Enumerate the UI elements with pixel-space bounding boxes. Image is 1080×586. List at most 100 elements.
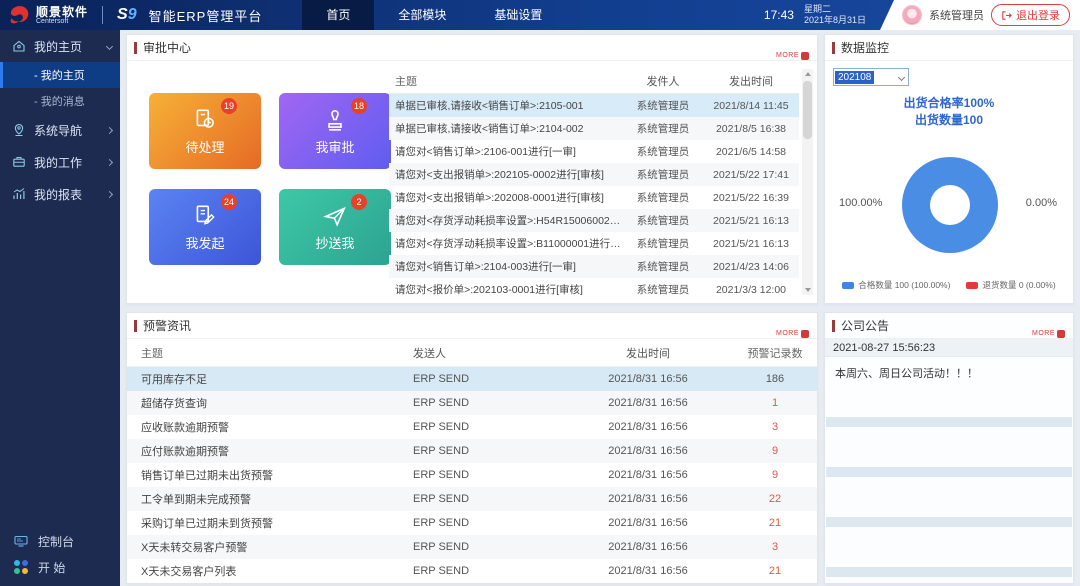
alerts-table: 主题 发送人 发出时间 预警记录数 可用库存不足 ERP SEND 2021/8/3… [127, 339, 817, 583]
scroll-down-icon[interactable] [804, 288, 811, 292]
tile-pending[interactable]: 19 待处理 [149, 93, 261, 169]
user-area: 系统管理员 退出登录 [880, 0, 1080, 30]
chart-legend: 合格数量 100 (100.00%) 退货数量 0 (0.00%) [825, 279, 1073, 291]
more-icon [801, 52, 809, 60]
start-icon [14, 560, 28, 574]
alert-row[interactable]: 应收账款逾期预警 ERP SEND 2021/8/31 16:56 3 [141, 421, 779, 434]
app-logo: 顺景软件 Centersoft S9 智能ERP管理平台 [0, 4, 262, 26]
data-monitor-panel: 数据监控 202108 出货合格率100% 出货数量100 100.00% 0.… [824, 34, 1074, 304]
logout-icon [1002, 10, 1012, 20]
scrollbar-thumb[interactable] [803, 81, 812, 139]
donut-chart [902, 157, 998, 253]
sidebar: 我的主页 - 我的主页 - 我的消息 系统导航 我的工作 我的报表 控制台 开 … [0, 30, 120, 586]
approval-table: 主题 发件人 发出时间 单据已审核,请接收<销售订单>:2105-001 系统管理… [389, 69, 799, 297]
sidebar-item-my-reports[interactable]: 我的报表 [0, 178, 120, 210]
nav-tab-home[interactable]: 首页 [302, 0, 375, 30]
logout-button[interactable]: 退出登录 [991, 4, 1070, 26]
approval-row[interactable]: 请您对<报价单>:202103-0001进行[审核] 系统管理员 2021/3/3 … [395, 283, 787, 297]
alert-row[interactable]: 采购订单已过期未到货预警 ERP SEND 2021/8/31 16:56 21 [141, 517, 782, 530]
scroll-up-icon[interactable] [804, 72, 811, 76]
chevron-down-icon [105, 42, 114, 50]
sidebar-subitem-my-home[interactable]: - 我的主页 [0, 62, 120, 88]
briefcase-icon [13, 157, 25, 167]
approval-scrollbar[interactable] [802, 69, 813, 295]
approval-row[interactable]: 请您对<销售订单>:2104-003进行[一审] 系统管理员 2021/4/23 1… [389, 255, 799, 278]
alert-row[interactable]: 应付账款逾期预警 ERP SEND 2021/8/31 16:56 9 [127, 439, 817, 463]
cc-count-badge: 2 [351, 194, 367, 210]
legend-item-returned[interactable]: 退货数量 0 (0.00%) [966, 279, 1056, 291]
nav-tab-base-settings[interactable]: 基础设置 [494, 8, 543, 22]
announcement-date: 2021-08-27 15:56:23 [825, 339, 1073, 357]
monitor-panel-title: 数据监控 [825, 35, 1073, 61]
console-button[interactable]: 控制台 [0, 528, 120, 554]
alert-row[interactable]: X天未转交易客户预警 ERP SEND 2021/8/31 16:56 3 [127, 535, 817, 559]
legend-item-qualified[interactable]: 合格数量 100 (100.00%) [842, 279, 950, 291]
announcement-empty-rows [826, 417, 1072, 581]
announcements-more-button[interactable]: MORE [1032, 321, 1065, 347]
tile-my-approvals[interactable]: 18 我审批 [279, 93, 391, 169]
sidebar-item-my-work[interactable]: 我的工作 [0, 146, 120, 178]
username: 系统管理员 [929, 10, 984, 22]
pending-count-badge: 19 [220, 98, 237, 114]
console-icon [14, 535, 28, 547]
approval-row[interactable]: 单据已审核,请接收<销售订单>:2105-001 系统管理员 2021/8/14 1… [389, 94, 799, 117]
period-select[interactable]: 202108 [833, 68, 909, 86]
start-button[interactable]: 开 始 [0, 554, 120, 580]
my-approvals-count-badge: 18 [350, 98, 367, 114]
brand-name: 顺景软件 [36, 4, 89, 19]
approval-row[interactable]: 请您对<支出报销单>:202008-0001进行[审核] 系统管理员 2021/5/… [395, 191, 789, 205]
chevron-right-icon [105, 158, 114, 166]
alert-row[interactable]: 工令单到期未完成预警 ERP SEND 2021/8/31 16:56 22 [127, 487, 817, 511]
user-avatar[interactable] [902, 5, 922, 25]
announcements-panel: 公司公告 MORE 2021-08-27 15:56:23 本周六、周日公司活动… [824, 312, 1074, 584]
alert-row[interactable]: 销售订单已过期未出货预警 ERP SEND 2021/8/31 16:56 9 [141, 469, 779, 482]
clock-time: 17:43 [763, 8, 794, 22]
alerts-table-header: 主题 发送人 发出时间 预警记录数 [127, 339, 817, 367]
top-bar: 顺景软件 Centersoft S9 智能ERP管理平台 首页 全部模块 基础设… [0, 0, 1080, 30]
donut-label-left: 100.00% [839, 197, 883, 209]
paper-plane-icon [323, 206, 346, 227]
approval-tiles: 19 待处理 18 我审批 24 我发起 2 抄送我 [149, 93, 391, 265]
approval-row[interactable]: 请您对<存货浮动耗损率设置>:B11000001进行[审核] 系统管理员 2021/… [395, 237, 789, 251]
announcement-content[interactable]: 本周六、周日公司活动！！！ [835, 368, 978, 380]
tile-cc-to-me[interactable]: 2 抄送我 [279, 189, 391, 265]
sidebar-subitem-my-messages[interactable]: - 我的消息 [34, 96, 85, 108]
sidebar-item-system-nav[interactable]: 系统导航 [0, 114, 120, 146]
alert-row[interactable]: X天未交易客户列表 ERP SEND 2021/8/31 16:56 21 [141, 565, 782, 578]
legend-swatch-red [966, 281, 979, 289]
donut-hole [930, 185, 970, 225]
tile-initiated-by-me[interactable]: 24 我发起 [149, 189, 261, 265]
approval-row[interactable]: 请您对<存货浮动耗损率设置>:H54R15006002进行[审核]系统管理员20… [389, 209, 799, 232]
clock-date: 星期二 2021年8月31日 [803, 3, 866, 25]
sidebar-item-my-home[interactable]: 我的主页 [0, 30, 120, 62]
approval-table-header: 主题 发件人 发出时间 [389, 69, 799, 94]
alerts-panel-title: 预警资讯 MORE [127, 313, 817, 339]
monitor-summary: 出货合格率100% 出货数量100 [903, 96, 995, 127]
announcements-panel-title: 公司公告 MORE [825, 313, 1073, 339]
chevron-right-icon [105, 190, 114, 198]
approval-more-button[interactable]: MORE [776, 43, 809, 69]
stamp-icon [328, 109, 342, 131]
main-nav: 首页 全部模块 基础设置 [302, 0, 566, 30]
initiated-count-badge: 24 [220, 194, 237, 210]
approval-row[interactable]: 请您对<销售订单>:2106-001进行[一审] 系统管理员 2021/6/5 14… [395, 145, 787, 159]
chevron-right-icon [105, 126, 114, 134]
approval-panel-title: 审批中心 MORE [127, 35, 817, 61]
alert-row[interactable]: 可用库存不足 ERP SEND 2021/8/31 16:56 186 [127, 367, 817, 391]
product-logo: S9 [117, 6, 137, 23]
document-edit-icon [196, 204, 215, 225]
document-clock-icon [196, 108, 214, 128]
nav-tab-all-modules[interactable]: 全部模块 [398, 8, 447, 22]
donut-label-right: 0.00% [1025, 197, 1057, 209]
approval-row[interactable]: 单据已审核,请接收<销售订单>:2104-002 系统管理员 2021/8/5 16… [389, 117, 799, 140]
alert-row[interactable]: 超储存货查询 ERP SEND 2021/8/31 16:56 1 [127, 391, 817, 415]
legend-swatch-blue [842, 281, 855, 289]
logo-divider [102, 6, 104, 24]
home-icon [13, 40, 25, 52]
alerts-more-button[interactable]: MORE [776, 321, 809, 347]
main-content: 审批中心 MORE 19 待处理 18 我审批 24 我发起 2 抄送 [120, 30, 1080, 586]
approval-row[interactable]: 请您对<支出报销单>:202105-0002进行[审核] 系统管理员 2021/5/… [389, 163, 799, 186]
alerts-panel: 预警资讯 MORE 主题 发送人 发出时间 预警记录数 可用库存不足 ERP SE… [126, 312, 818, 584]
approval-center-panel: 审批中心 MORE 19 待处理 18 我审批 24 我发起 2 抄送 [126, 34, 818, 304]
brand-name-en: Centersoft [36, 17, 69, 25]
